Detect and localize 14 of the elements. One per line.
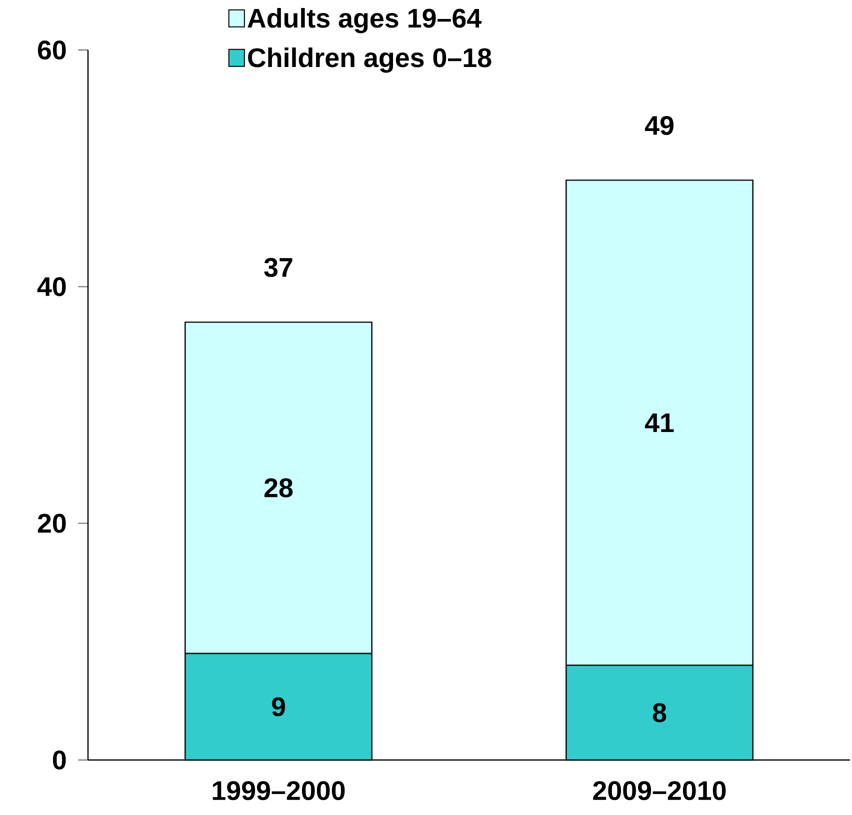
y-tick-label: 20 (38, 514, 66, 533)
data-label: 41 (644, 413, 674, 432)
x-tick-label: 2009–2010 (593, 781, 726, 800)
y-tick-label: 60 (38, 40, 66, 60)
x-tick-label: 1999–2000 (212, 781, 345, 800)
data-label: 9 (272, 697, 285, 716)
data-label: 8 (652, 703, 666, 722)
legend-label: Adults ages 19–64 (248, 8, 482, 34)
y-tick-label: 40 (37, 277, 66, 296)
legend-label: Children ages 0–18 (248, 47, 492, 73)
total-label: 37 (264, 258, 292, 277)
total-label: 49 (644, 116, 674, 136)
data-label: 28 (264, 478, 293, 498)
y-tick-label: 0 (52, 750, 66, 770)
